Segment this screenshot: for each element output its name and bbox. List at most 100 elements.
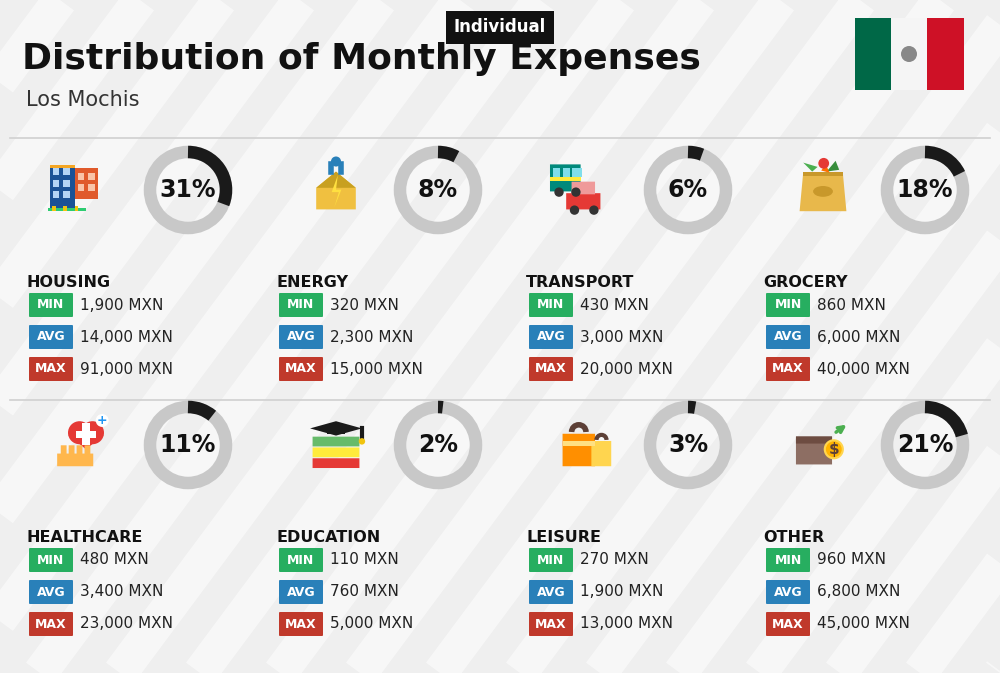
Text: 1,900 MXN: 1,900 MXN	[80, 297, 163, 312]
FancyBboxPatch shape	[529, 325, 573, 349]
FancyBboxPatch shape	[57, 454, 93, 466]
Text: 6,000 MXN: 6,000 MXN	[817, 330, 900, 345]
Text: 15,000 MXN: 15,000 MXN	[330, 361, 423, 376]
FancyBboxPatch shape	[766, 612, 810, 636]
Polygon shape	[332, 175, 341, 207]
FancyBboxPatch shape	[327, 425, 345, 434]
Text: MAX: MAX	[535, 618, 567, 631]
FancyBboxPatch shape	[279, 325, 323, 349]
Text: 760 MXN: 760 MXN	[330, 584, 399, 600]
Text: 320 MXN: 320 MXN	[330, 297, 399, 312]
Text: 480 MXN: 480 MXN	[80, 553, 149, 567]
Text: 20,000 MXN: 20,000 MXN	[580, 361, 673, 376]
Circle shape	[68, 421, 91, 444]
Text: 23,000 MXN: 23,000 MXN	[80, 616, 173, 631]
Text: 40,000 MXN: 40,000 MXN	[817, 361, 910, 376]
FancyBboxPatch shape	[550, 164, 581, 191]
Text: AVG: AVG	[287, 330, 315, 343]
Polygon shape	[800, 173, 846, 211]
FancyBboxPatch shape	[279, 293, 323, 317]
Text: 960 MXN: 960 MXN	[817, 553, 886, 567]
Polygon shape	[68, 435, 104, 450]
Text: MAX: MAX	[35, 618, 67, 631]
Text: MAX: MAX	[772, 363, 804, 376]
Circle shape	[570, 205, 579, 215]
FancyBboxPatch shape	[313, 437, 359, 446]
FancyBboxPatch shape	[572, 182, 595, 194]
FancyBboxPatch shape	[78, 173, 84, 180]
Text: 3,000 MXN: 3,000 MXN	[580, 330, 663, 345]
Text: 13,000 MXN: 13,000 MXN	[580, 616, 673, 631]
Text: MIN: MIN	[287, 299, 315, 312]
Text: 14,000 MXN: 14,000 MXN	[80, 330, 173, 345]
Ellipse shape	[813, 186, 833, 197]
FancyBboxPatch shape	[796, 437, 832, 464]
Text: AVG: AVG	[37, 586, 65, 598]
FancyBboxPatch shape	[29, 293, 73, 317]
Text: 430 MXN: 430 MXN	[580, 297, 649, 312]
Text: 3,400 MXN: 3,400 MXN	[80, 584, 163, 600]
FancyBboxPatch shape	[563, 168, 570, 177]
Circle shape	[96, 414, 109, 427]
FancyBboxPatch shape	[88, 184, 95, 191]
FancyBboxPatch shape	[529, 293, 573, 317]
Text: +: +	[97, 414, 108, 427]
FancyBboxPatch shape	[279, 580, 323, 604]
Circle shape	[571, 188, 581, 197]
FancyBboxPatch shape	[563, 434, 595, 466]
FancyBboxPatch shape	[53, 180, 59, 186]
FancyBboxPatch shape	[69, 446, 75, 456]
Circle shape	[824, 439, 844, 460]
FancyBboxPatch shape	[29, 325, 73, 349]
FancyBboxPatch shape	[53, 191, 59, 198]
Text: MIN: MIN	[37, 553, 65, 567]
Text: 21%: 21%	[897, 433, 953, 457]
Text: AVG: AVG	[537, 586, 565, 598]
Text: MAX: MAX	[535, 363, 567, 376]
Text: 3%: 3%	[668, 433, 708, 457]
Polygon shape	[803, 163, 818, 172]
FancyBboxPatch shape	[766, 293, 810, 317]
Text: 1,900 MXN: 1,900 MXN	[580, 584, 663, 600]
Text: 45,000 MXN: 45,000 MXN	[817, 616, 910, 631]
Text: MAX: MAX	[35, 363, 67, 376]
Circle shape	[554, 188, 564, 197]
Text: 860 MXN: 860 MXN	[817, 297, 886, 312]
FancyBboxPatch shape	[63, 168, 70, 175]
Text: 6,800 MXN: 6,800 MXN	[817, 584, 900, 600]
Text: MIN: MIN	[774, 553, 802, 567]
FancyBboxPatch shape	[591, 441, 611, 466]
FancyBboxPatch shape	[766, 325, 810, 349]
Text: MIN: MIN	[537, 553, 565, 567]
FancyBboxPatch shape	[578, 168, 582, 177]
Text: MIN: MIN	[537, 299, 565, 312]
Circle shape	[826, 441, 842, 457]
FancyBboxPatch shape	[63, 180, 70, 186]
Text: MAX: MAX	[285, 363, 317, 376]
FancyBboxPatch shape	[82, 423, 90, 445]
Text: AVG: AVG	[774, 586, 802, 598]
FancyBboxPatch shape	[29, 357, 73, 381]
Text: LEISURE: LEISURE	[526, 530, 601, 545]
FancyBboxPatch shape	[891, 18, 927, 90]
FancyBboxPatch shape	[529, 612, 573, 636]
Circle shape	[818, 158, 829, 169]
FancyBboxPatch shape	[279, 612, 323, 636]
FancyBboxPatch shape	[48, 207, 86, 211]
FancyBboxPatch shape	[63, 207, 67, 211]
FancyBboxPatch shape	[63, 191, 70, 198]
Text: EDUCATION: EDUCATION	[276, 530, 380, 545]
FancyBboxPatch shape	[766, 548, 810, 572]
Polygon shape	[310, 421, 362, 435]
Text: AVG: AVG	[537, 330, 565, 343]
Text: 2,300 MXN: 2,300 MXN	[330, 330, 413, 345]
FancyBboxPatch shape	[563, 441, 595, 446]
FancyBboxPatch shape	[550, 177, 581, 180]
Circle shape	[331, 157, 341, 166]
Text: MAX: MAX	[772, 618, 804, 631]
FancyBboxPatch shape	[927, 18, 964, 90]
Text: MIN: MIN	[287, 553, 315, 567]
FancyBboxPatch shape	[52, 207, 56, 211]
FancyBboxPatch shape	[77, 446, 82, 456]
Text: AVG: AVG	[37, 330, 65, 343]
